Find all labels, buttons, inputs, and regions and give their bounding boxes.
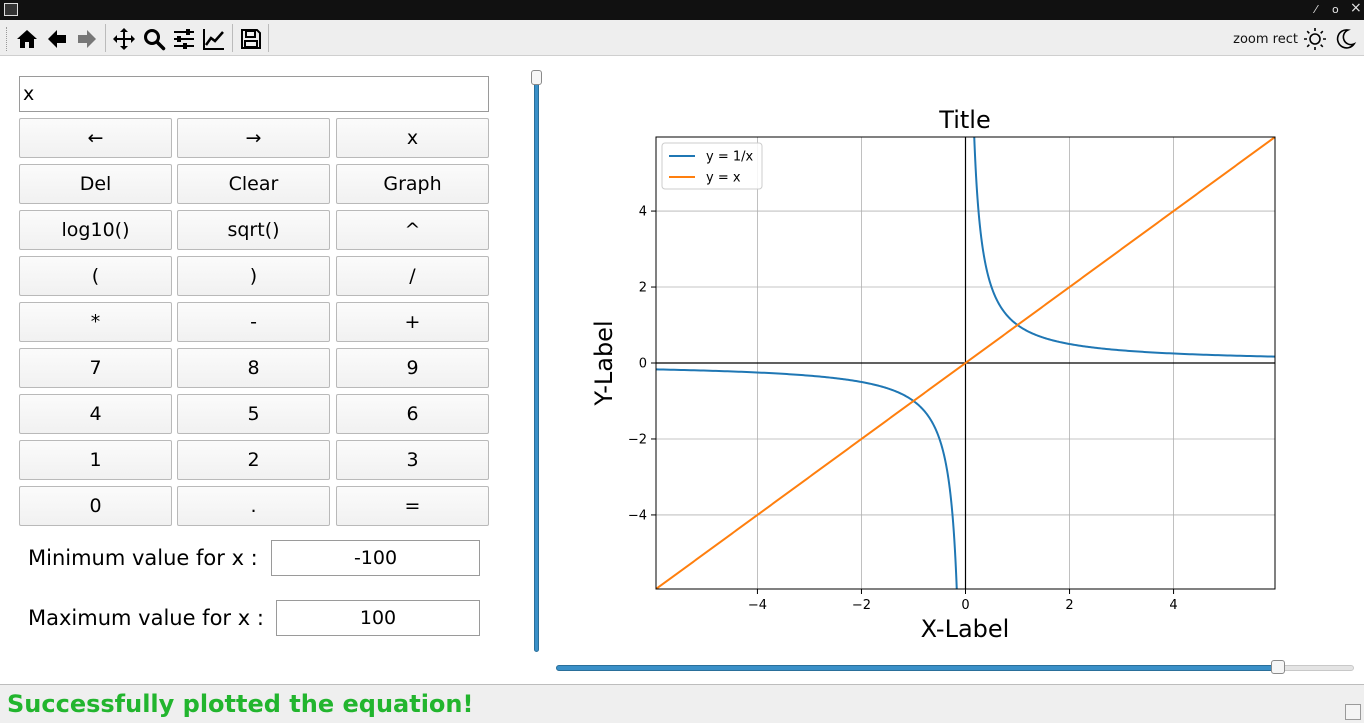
series-line	[973, 137, 1275, 358]
back-button[interactable]	[43, 24, 71, 53]
plot-series	[656, 137, 1275, 589]
arrow-right-icon	[78, 29, 96, 48]
series-line	[656, 368, 958, 589]
line-chart-icon	[203, 28, 224, 50]
x-axis-label: X-Label	[921, 615, 1010, 643]
y-tick-label: 4	[639, 205, 647, 220]
multiply-key[interactable]: *	[19, 302, 172, 342]
digit-2-key[interactable]: 2	[177, 440, 330, 480]
moon-icon	[1336, 28, 1357, 49]
pan-button[interactable]	[110, 24, 138, 53]
home-button[interactable]	[13, 24, 41, 53]
delete-key[interactable]: Del	[19, 164, 172, 204]
arrow-left-icon	[48, 29, 66, 48]
graph-key[interactable]: Graph	[336, 164, 489, 204]
digit-4-key[interactable]: 4	[19, 394, 172, 434]
x-tick-label: 2	[1065, 598, 1073, 613]
zoom-button[interactable]	[140, 24, 168, 53]
magnifier-icon	[144, 28, 166, 50]
digit-8-key[interactable]: 8	[177, 348, 330, 388]
y-tick-label: −2	[628, 432, 647, 447]
open-paren-key[interactable]: (	[19, 256, 172, 296]
app-icon	[4, 3, 18, 16]
status-bar: Successfully plotted the equation!	[0, 684, 1364, 723]
plot-canvas[interactable]: −4 −2 0 2 4 −4 −2 0 2 4 Title X-Label Y-Label y =…	[560, 90, 1320, 650]
max-x-label: Maximum value for x :	[28, 606, 264, 630]
y-tick-label: 0	[639, 357, 647, 372]
x-tick-label: 4	[1169, 598, 1177, 613]
digit-1-key[interactable]: 1	[19, 440, 172, 480]
divide-key[interactable]: /	[336, 256, 489, 296]
save-button[interactable]	[237, 24, 265, 53]
toolbar-separator	[232, 24, 233, 52]
plot-ticks: −4 −2 0 2 4 −4 −2 0 2 4	[628, 205, 1178, 613]
log10-key[interactable]: log10()	[19, 210, 172, 250]
horizontal-slider-fill	[556, 665, 1278, 671]
expression-input[interactable]: x	[19, 76, 489, 112]
close-button[interactable]: ×	[1350, 0, 1362, 16]
toolbar-mode-label: zoom rect	[1233, 32, 1298, 47]
window-titlebar: ⁄ o ×	[0, 0, 1364, 20]
min-x-label: Minimum value for x :	[28, 546, 258, 570]
home-icon	[17, 29, 37, 48]
decimal-point-key[interactable]: .	[177, 486, 330, 526]
minus-key[interactable]: -	[177, 302, 330, 342]
x-tick-label: 0	[961, 598, 969, 613]
toolbar-separator	[268, 24, 269, 52]
series-line	[656, 137, 1275, 589]
x-tick-label: −4	[748, 598, 767, 613]
configure-subplots-button[interactable]	[170, 24, 198, 53]
sliders-icon	[174, 28, 194, 49]
y-tick-label: −4	[628, 508, 647, 523]
series-identity	[656, 137, 1275, 589]
x-tick-label: −2	[852, 598, 871, 613]
power-key[interactable]: ^	[336, 210, 489, 250]
series-reciprocal	[656, 137, 1275, 589]
min-x-input[interactable]: -100	[271, 540, 480, 576]
legend-entry: y = 1/x	[706, 150, 754, 165]
plot-toolbar: zoom rect	[0, 20, 1364, 56]
vertical-zoom-slider[interactable]	[534, 78, 539, 652]
size-grip[interactable]	[1345, 704, 1361, 720]
toolbar-grip[interactable]	[6, 27, 10, 51]
maximize-button[interactable]: o	[1332, 3, 1339, 16]
plot-title: Title	[938, 106, 990, 134]
status-message: Successfully plotted the equation!	[7, 690, 474, 718]
light-theme-button[interactable]	[1301, 24, 1329, 53]
digit-3-key[interactable]: 3	[336, 440, 489, 480]
digit-5-key[interactable]: 5	[177, 394, 330, 434]
cursor-left-key[interactable]: ←	[19, 118, 172, 158]
digit-9-key[interactable]: 9	[336, 348, 489, 388]
cursor-right-key[interactable]: →	[177, 118, 330, 158]
dark-theme-button[interactable]	[1331, 24, 1359, 53]
sun-icon	[1304, 27, 1326, 50]
legend-entry: y = x	[706, 171, 741, 186]
edit-axes-button[interactable]	[200, 24, 228, 53]
plus-key[interactable]: +	[336, 302, 489, 342]
sqrt-key[interactable]: sqrt()	[177, 210, 330, 250]
toolbar-separator	[105, 24, 106, 52]
close-paren-key[interactable]: )	[177, 256, 330, 296]
minimize-button[interactable]: ⁄	[1315, 3, 1317, 16]
move-icon	[113, 27, 135, 50]
y-axis-label: Y-Label	[590, 320, 618, 406]
forward-button[interactable]	[73, 24, 101, 53]
max-x-input[interactable]: 100	[276, 600, 480, 636]
digit-7-key[interactable]: 7	[19, 348, 172, 388]
variable-x-key[interactable]: x	[336, 118, 489, 158]
clear-key[interactable]: Clear	[177, 164, 330, 204]
vertical-slider-handle[interactable]	[531, 70, 542, 85]
plot-legend: y = 1/x y = x	[661, 142, 763, 190]
y-tick-label: 2	[639, 281, 647, 296]
digit-0-key[interactable]: 0	[19, 486, 172, 526]
horizontal-slider-handle[interactable]	[1271, 660, 1285, 674]
digit-6-key[interactable]: 6	[336, 394, 489, 434]
floppy-disk-icon	[241, 28, 261, 49]
equals-key[interactable]: =	[336, 486, 489, 526]
